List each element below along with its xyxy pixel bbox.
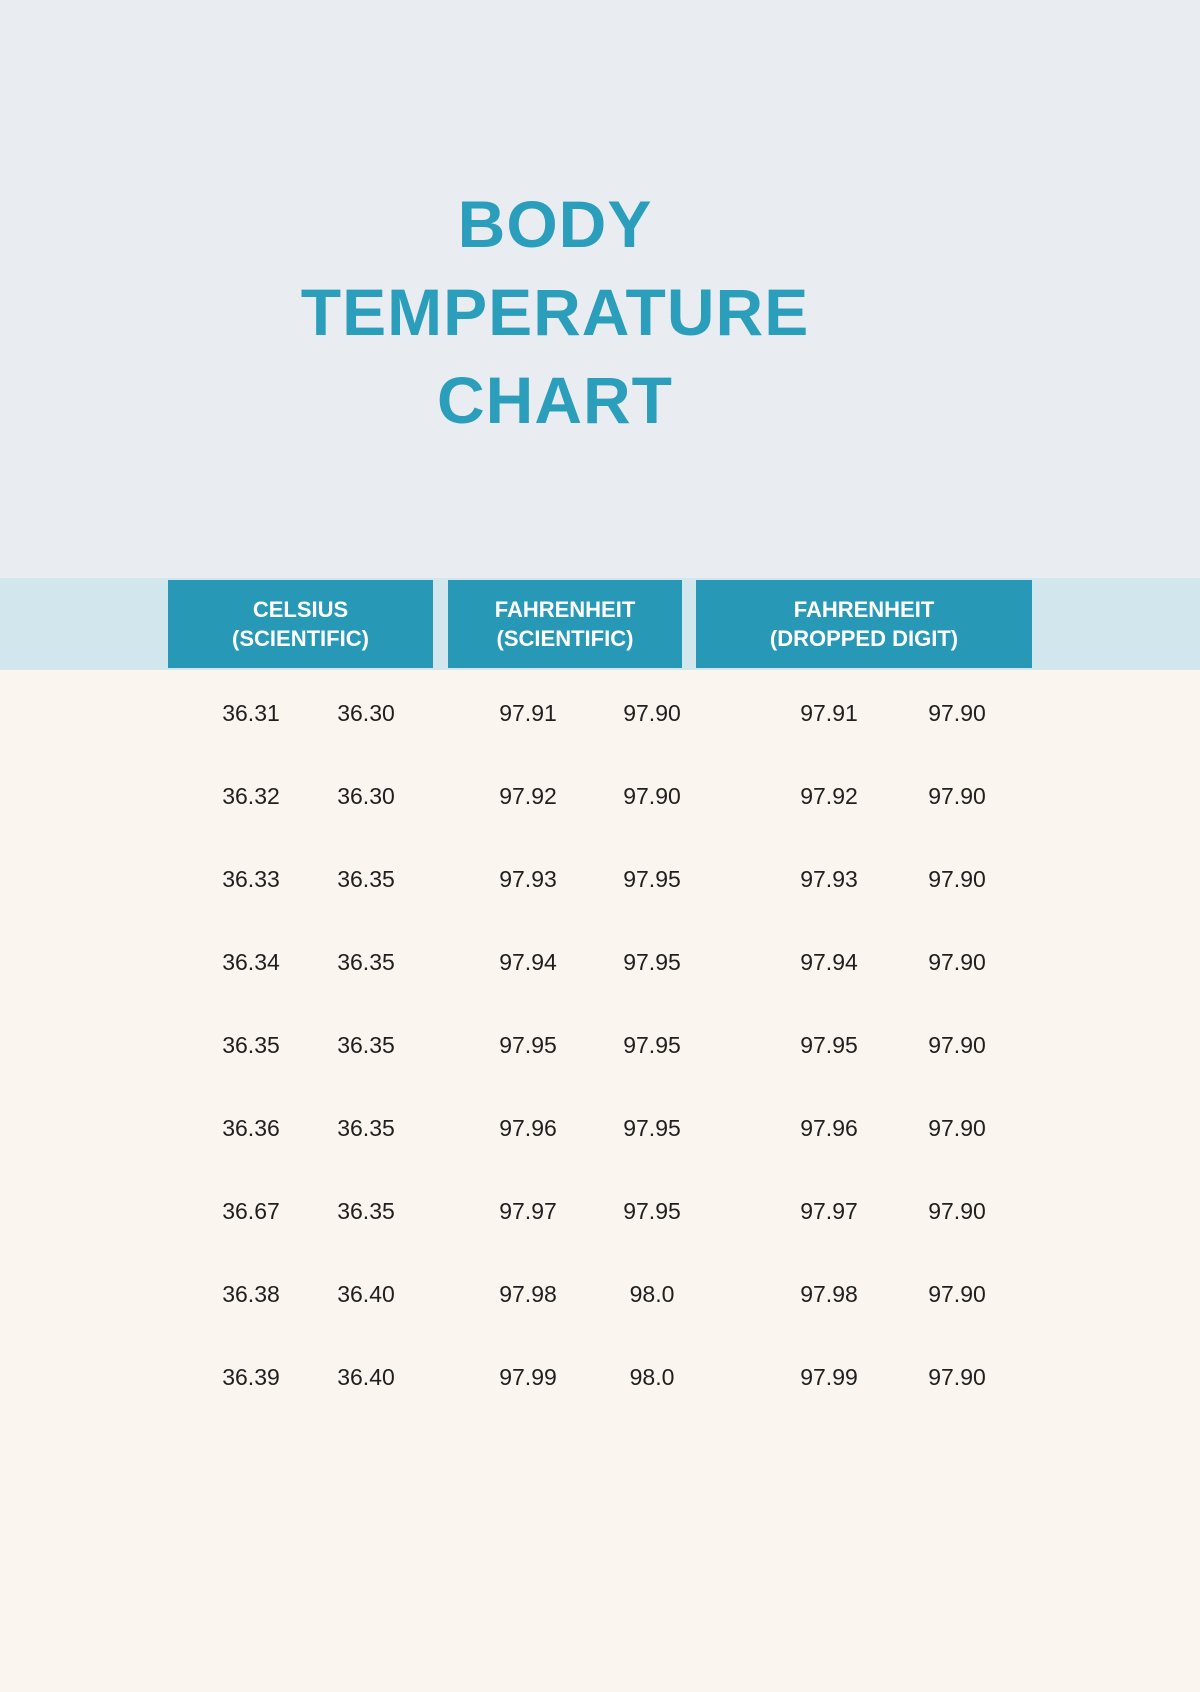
column-header-line: (SCIENTIFIC) (496, 626, 634, 651)
cell-fahrenheit-drop-2: 97.90 (928, 866, 986, 892)
cell-celsius-1: 36.36 (222, 1115, 280, 1141)
cell-fahrenheit-sci-1: 97.98 (499, 1281, 557, 1307)
table-row: 36.35 36.35 97.95 97.95 97.95 97.90 (0, 1030, 1200, 1060)
cell-celsius-1: 36.38 (222, 1281, 280, 1307)
cell-fahrenheit-drop-2: 97.90 (928, 1364, 986, 1390)
cell-fahrenheit-sci-2: 98.0 (629, 1364, 675, 1390)
column-header-line: CELSIUS (252, 597, 349, 622)
cell-celsius-1: 36.39 (222, 1364, 280, 1390)
cell-fahrenheit-sci-1: 97.96 (499, 1115, 557, 1141)
table-row: 36.33 36.35 97.93 97.95 97.93 97.90 (0, 864, 1200, 894)
table-row: 36.34 36.35 97.94 97.95 97.94 97.90 (0, 947, 1200, 977)
cell-celsius-1: 36.35 (222, 1032, 280, 1058)
column-header-fahrenheit-dropped-digit: FAHRENHEIT (DROPPED DIGIT) (696, 580, 1032, 668)
title-line-1: BODY (457, 187, 653, 261)
cell-fahrenheit-sci-2: 97.95 (623, 1032, 681, 1058)
cell-celsius-1: 36.32 (222, 783, 280, 809)
cell-fahrenheit-drop-1: 97.91 (800, 700, 858, 726)
cell-fahrenheit-sci-1: 97.91 (499, 700, 557, 726)
cell-fahrenheit-sci-2: 97.95 (623, 866, 681, 892)
cell-celsius-2: 36.35 (337, 949, 395, 975)
title-line-2: TEMPERATURE (300, 275, 810, 349)
cell-fahrenheit-sci-2: 97.95 (623, 949, 681, 975)
column-header-fahrenheit-scientific: FAHRENHEIT (SCIENTIFIC) (448, 580, 682, 668)
cell-fahrenheit-drop-2: 97.90 (928, 1032, 986, 1058)
cell-fahrenheit-drop-1: 97.94 (800, 949, 858, 975)
column-header-line: FAHRENHEIT (494, 597, 636, 622)
cell-celsius-1: 36.33 (222, 866, 280, 892)
cell-fahrenheit-sci-2: 97.95 (623, 1115, 681, 1141)
page-title: BODY TEMPERATURE CHART (0, 180, 1110, 444)
cell-fahrenheit-drop-1: 97.92 (800, 783, 858, 809)
cell-celsius-2: 36.30 (337, 783, 395, 809)
cell-celsius-2: 36.35 (337, 866, 395, 892)
cell-celsius-1: 36.31 (222, 700, 280, 726)
cell-fahrenheit-sci-1: 97.92 (499, 783, 557, 809)
column-header-line: (DROPPED DIGIT) (769, 626, 959, 651)
cell-celsius-2: 36.35 (337, 1198, 395, 1224)
cell-fahrenheit-sci-1: 97.97 (499, 1198, 557, 1224)
cell-celsius-1: 36.67 (222, 1198, 280, 1224)
cell-celsius-2: 36.35 (337, 1115, 395, 1141)
table-row: 36.32 36.30 97.92 97.90 97.92 97.90 (0, 781, 1200, 811)
cell-fahrenheit-drop-2: 97.90 (928, 1115, 986, 1141)
cell-fahrenheit-drop-2: 97.90 (928, 1198, 986, 1224)
cell-fahrenheit-drop-1: 97.93 (800, 866, 858, 892)
cell-fahrenheit-drop-1: 97.99 (800, 1364, 858, 1390)
cell-fahrenheit-sci-2: 97.90 (623, 700, 681, 726)
column-header-line: (SCIENTIFIC) (232, 626, 369, 651)
cell-fahrenheit-drop-1: 97.96 (800, 1115, 858, 1141)
cell-fahrenheit-drop-2: 97.90 (928, 700, 986, 726)
cell-fahrenheit-sci-2: 97.95 (623, 1198, 681, 1224)
cell-celsius-2: 36.30 (337, 700, 395, 726)
cell-fahrenheit-drop-2: 97.90 (928, 1281, 986, 1307)
cell-fahrenheit-drop-1: 97.97 (800, 1198, 858, 1224)
table-row: 36.38 36.40 97.98 98.0 97.98 97.90 (0, 1279, 1200, 1309)
cell-fahrenheit-sci-1: 97.99 (499, 1364, 557, 1390)
column-header-celsius-scientific: CELSIUS (SCIENTIFIC) (168, 580, 433, 668)
cell-celsius-2: 36.40 (337, 1364, 395, 1390)
cell-fahrenheit-drop-1: 97.95 (800, 1032, 858, 1058)
cell-fahrenheit-sci-1: 97.94 (499, 949, 557, 975)
cell-fahrenheit-drop-1: 97.98 (800, 1281, 858, 1307)
table-row: 36.67 36.35 97.97 97.95 97.97 97.90 (0, 1196, 1200, 1226)
title-line-3: CHART (437, 363, 673, 437)
cell-celsius-2: 36.40 (337, 1281, 395, 1307)
title-section: BODY TEMPERATURE CHART (0, 0, 1200, 578)
table-row: 36.31 36.30 97.91 97.90 97.91 97.90 (0, 698, 1200, 728)
cell-fahrenheit-sci-2: 97.90 (623, 783, 681, 809)
table-row: 36.36 36.35 97.96 97.95 97.96 97.90 (0, 1113, 1200, 1143)
cell-fahrenheit-drop-2: 97.90 (928, 949, 986, 975)
cell-fahrenheit-sci-2: 98.0 (629, 1281, 675, 1307)
cell-celsius-1: 36.34 (222, 949, 280, 975)
column-header-line: FAHRENHEIT (793, 597, 935, 622)
table-row: 36.39 36.40 97.99 98.0 97.99 97.90 (0, 1362, 1200, 1392)
cell-celsius-2: 36.35 (337, 1032, 395, 1058)
cell-fahrenheit-sci-1: 97.93 (499, 866, 557, 892)
cell-fahrenheit-drop-2: 97.90 (928, 783, 986, 809)
cell-fahrenheit-sci-1: 97.95 (499, 1032, 557, 1058)
